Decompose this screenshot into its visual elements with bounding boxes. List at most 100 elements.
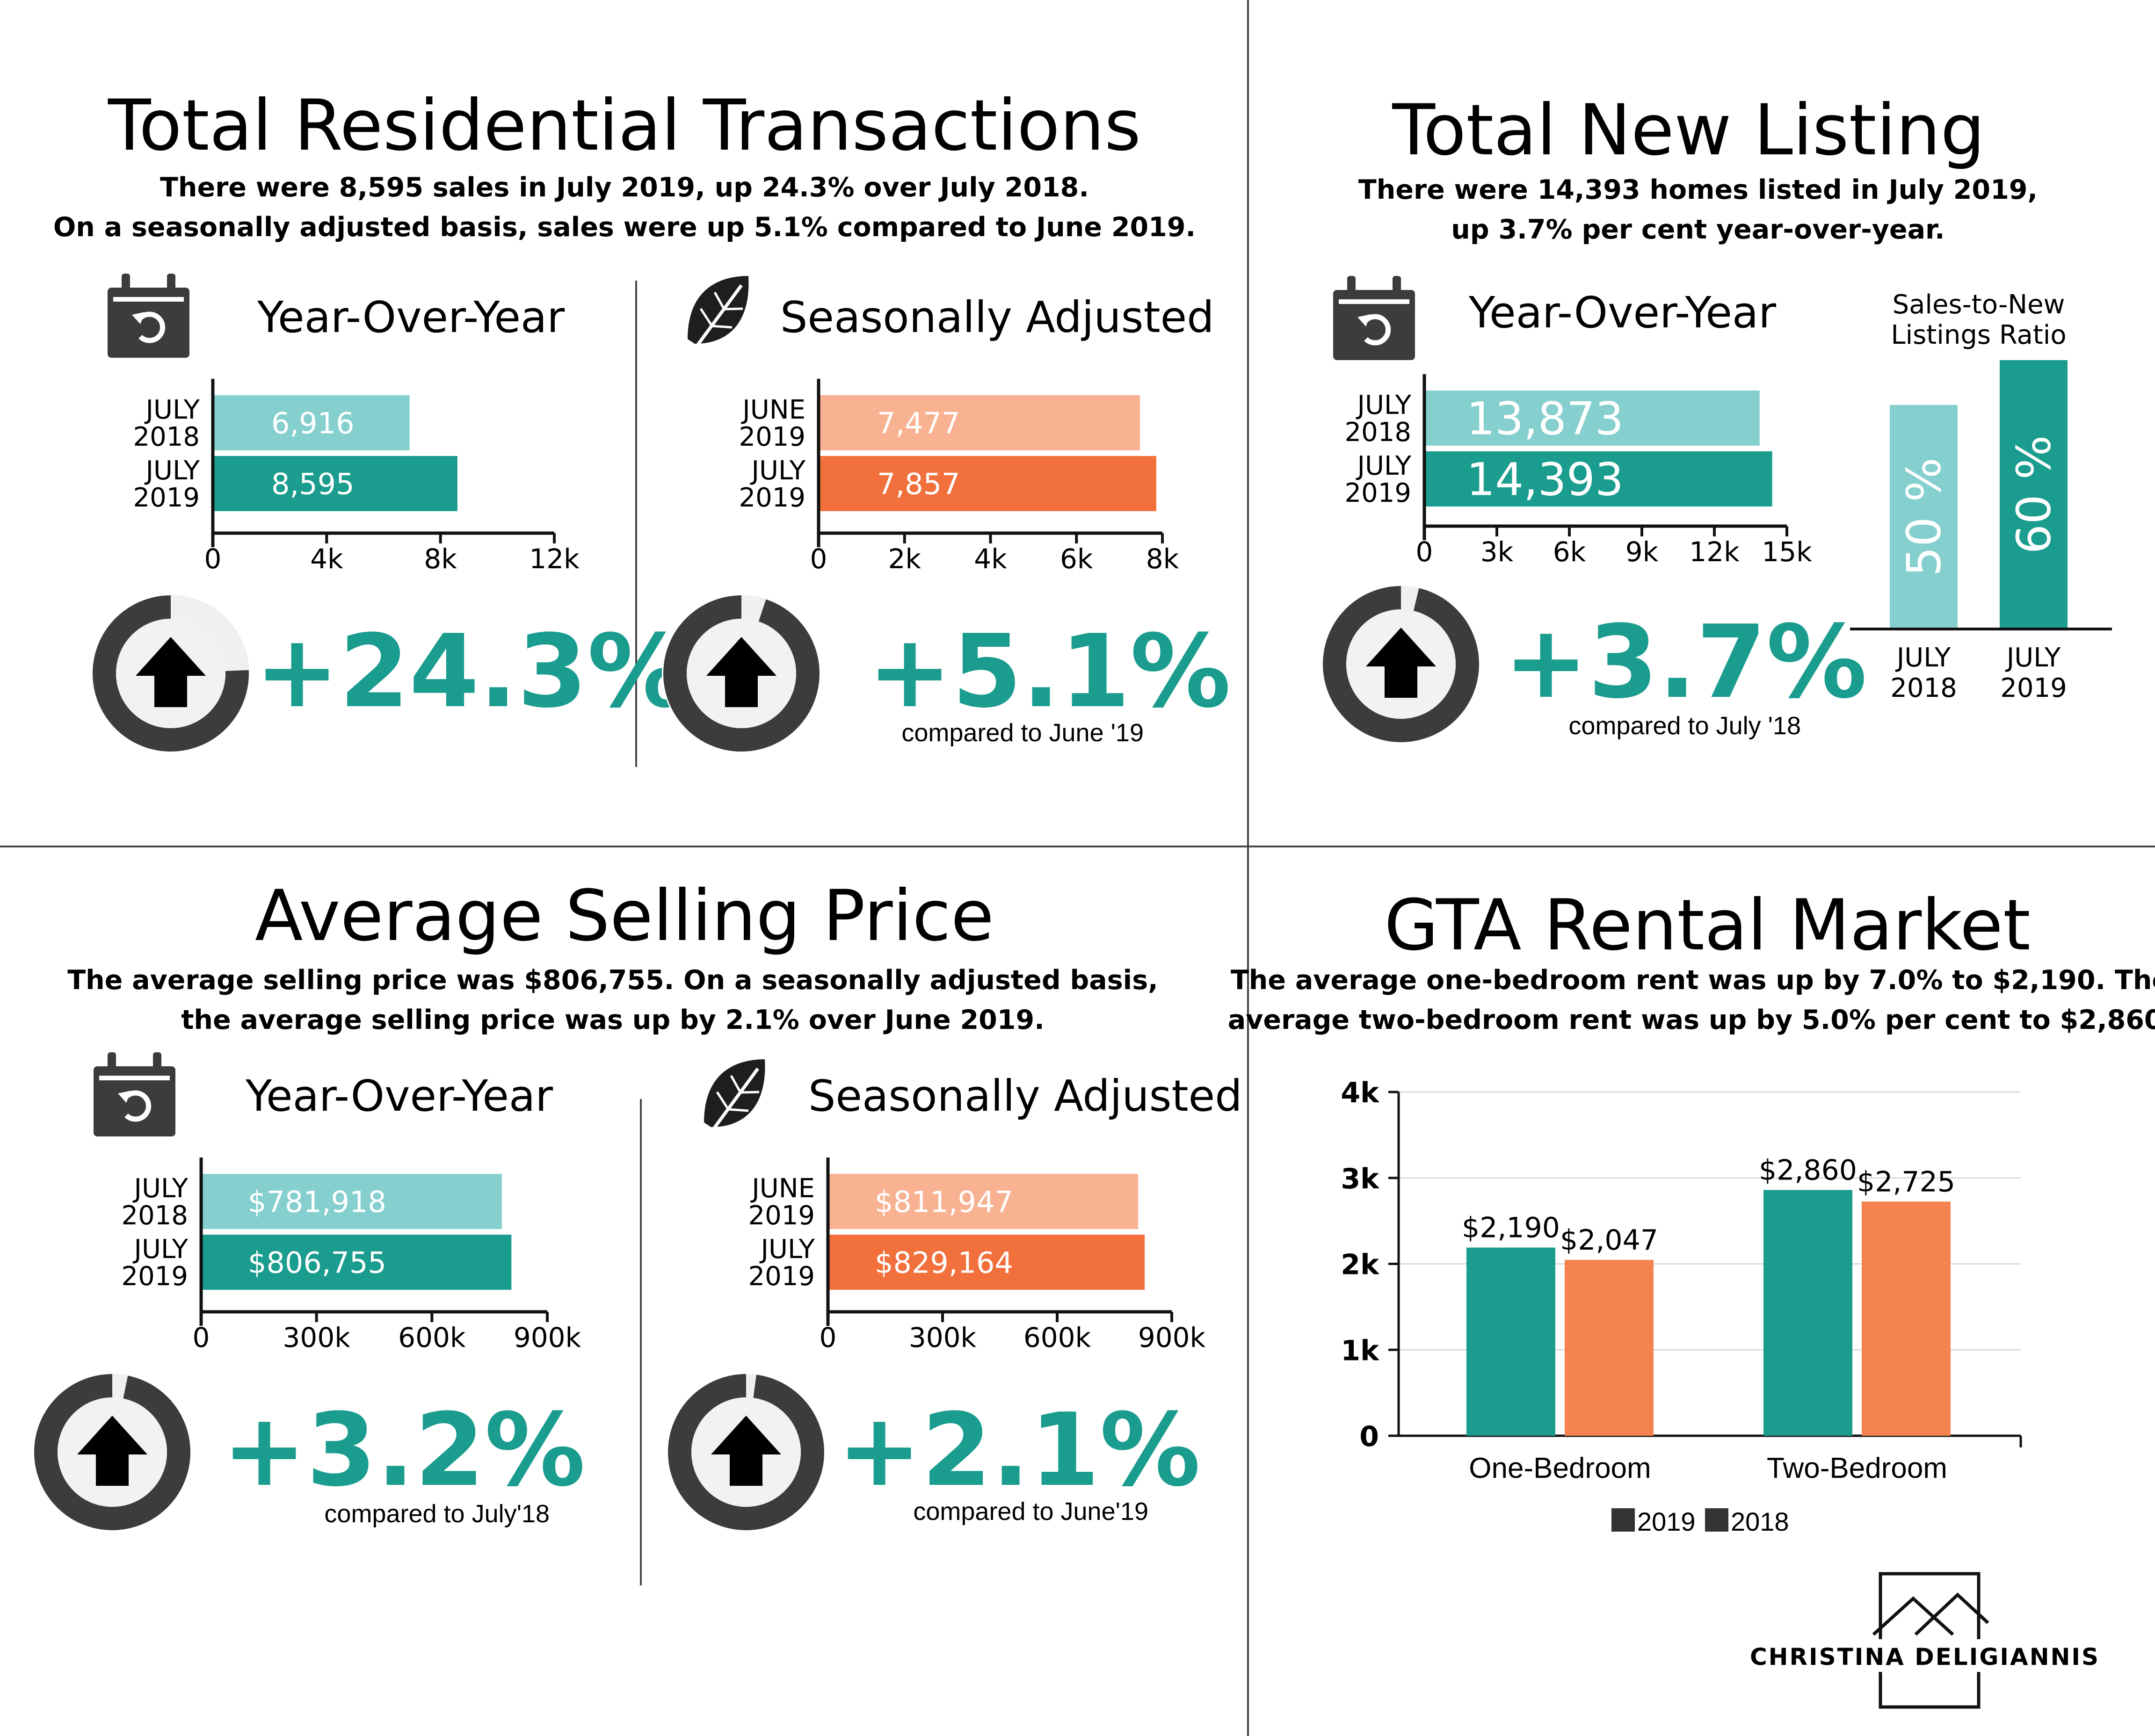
bar	[1425, 391, 1760, 446]
house-logo-icon	[1775, 1572, 2075, 1709]
leaf-vein	[711, 325, 733, 329]
category-label: One-Bedroom	[1469, 1452, 1651, 1484]
category-label: JULY	[750, 456, 806, 486]
x-tick-label: 600k	[398, 1322, 466, 1353]
q4-rental-chart: 0 1k 2k 3k 4k $2,190 $2,047 One-Bedroom $2,860 $2…	[1341, 1077, 2022, 1536]
x-tick-label: 6k	[1060, 543, 1093, 575]
q2-yoy-label: Year-Over-Year	[1468, 288, 1776, 338]
legend-label: 2018	[1731, 1507, 1789, 1536]
calendar-ring	[1347, 276, 1356, 297]
q4-subtitle-1: The average one-bedroom rent was up by 7…	[1231, 965, 2155, 996]
category-label: 2019	[748, 1261, 815, 1292]
q1-yoy-label: Year-Over-Year	[257, 292, 565, 342]
category-label: 2018	[1890, 673, 1957, 703]
q3-yoy-gauge	[33, 1373, 192, 1532]
calendar-icon	[94, 1052, 175, 1136]
q1-sa-gauge	[662, 594, 821, 753]
q3-yoy-note: compared to July'18	[324, 1500, 550, 1528]
leaf-vein	[716, 1091, 730, 1110]
leaf-shape	[688, 276, 749, 344]
calendar-icon	[1333, 276, 1415, 360]
q4-subtitle-2: average two-bedroom rent was up by 5.0% …	[1228, 1005, 2155, 1035]
category-label: JULY	[133, 1173, 189, 1204]
bar-value-label: 13,873	[1466, 393, 1624, 445]
x-tick-label: 8k	[424, 543, 457, 575]
x-tick-label: 900k	[1138, 1322, 1206, 1353]
x-tick-label: 0	[810, 543, 827, 575]
calendar-ring	[153, 1052, 161, 1073]
category-label: JULY	[145, 395, 200, 425]
bar-value-label: $806,755	[248, 1245, 386, 1280]
x-tick-label: 9k	[1625, 536, 1659, 568]
bar	[214, 456, 457, 511]
q1-subtitle-2: On a seasonally adjusted basis, sales we…	[53, 212, 1196, 243]
q1-yoy-gauge	[91, 594, 250, 753]
bar	[2000, 360, 2068, 629]
q3-yoy-label: Year-Over-Year	[245, 1071, 553, 1121]
bar-value-label: 60 %	[2007, 435, 2061, 554]
category-label: JULY	[145, 456, 200, 486]
category-label: 2018	[133, 422, 200, 452]
q2-ratio-title-1: Sales-to-New	[1893, 289, 2065, 320]
refresh-arrowhead	[132, 312, 145, 324]
bar-value-label: $829,164	[875, 1245, 1013, 1280]
refresh-arrowhead	[1357, 314, 1371, 326]
bar	[202, 1235, 512, 1290]
x-tick-label: 3k	[1480, 536, 1514, 568]
x-tick-label: 300k	[909, 1322, 977, 1353]
up-arrow-icon	[77, 1416, 147, 1486]
category-label: JULY	[1356, 390, 1412, 420]
calendar-ring	[167, 274, 175, 295]
category-label: 2019	[748, 1201, 815, 1231]
x-tick-label: 4k	[310, 543, 343, 575]
q1-sa-label: Seasonally Adjusted	[780, 292, 1214, 342]
q2-subtitle-1: There were 14,393 homes listed in July 2…	[1358, 174, 2038, 205]
category-label: Two-Bedroom	[1767, 1452, 1947, 1484]
q1-title: Total Residential Transactions	[108, 85, 1141, 166]
x-tick-label: 0	[204, 543, 222, 575]
category-label: JUNE	[750, 1173, 815, 1204]
q2-title: Total New Listing	[1392, 90, 1985, 171]
bar-value-label: 8,595	[271, 467, 355, 501]
bar-value-label: 50 %	[1897, 457, 1952, 576]
legend-swatch	[1611, 1508, 1635, 1532]
category-label: 2019	[133, 483, 200, 513]
category-label: 2019	[1344, 478, 1411, 508]
q3-sa-label: Seasonally Adjusted	[808, 1071, 1242, 1121]
category-label: JUNE	[741, 395, 805, 425]
x-tick-label: 4k	[974, 543, 1007, 575]
q3-sa-note: compared to June'19	[913, 1497, 1148, 1526]
brand-name: CHRISTINA DELIGIANNIS	[1750, 1643, 2100, 1671]
leaf-vein	[699, 308, 713, 327]
calendar-ring	[122, 274, 130, 295]
gauge-value-arc	[112, 1374, 128, 1399]
bar	[829, 1235, 1145, 1290]
q2-subtitle-2: up 3.7% per cent year-over-year.	[1451, 214, 1945, 245]
refresh-arrowhead	[118, 1091, 131, 1103]
bar	[1565, 1259, 1654, 1436]
x-tick-label: 0	[820, 1322, 837, 1353]
x-tick-label: 12k	[1689, 536, 1740, 568]
bar-value-label: $2,190	[1462, 1212, 1560, 1244]
leaf-vein	[705, 1067, 759, 1140]
bar	[1466, 1247, 1555, 1436]
q1-subtitle-1: There were 8,595 sales in July 2019, up …	[160, 172, 1089, 203]
q4-title: GTA Rental Market	[1384, 885, 2031, 966]
gauge-value-arc	[170, 595, 249, 672]
x-tick-label: 0	[1416, 536, 1433, 568]
category-label: JULY	[760, 1234, 815, 1265]
q2-change: +3.7%	[1504, 603, 1867, 721]
category-label: JULY	[2005, 643, 2061, 673]
bar-value-label: $811,947	[875, 1185, 1013, 1219]
up-arrow-icon	[706, 637, 776, 707]
bar	[820, 456, 1156, 511]
y-tick-label: 1k	[1341, 1334, 1380, 1367]
x-tick-label: 15k	[1762, 536, 1812, 568]
calendar-icon	[108, 274, 189, 358]
x-tick-label: 600k	[1023, 1322, 1091, 1353]
leaf-vein	[730, 1075, 742, 1093]
calendar-stripe	[113, 297, 184, 302]
